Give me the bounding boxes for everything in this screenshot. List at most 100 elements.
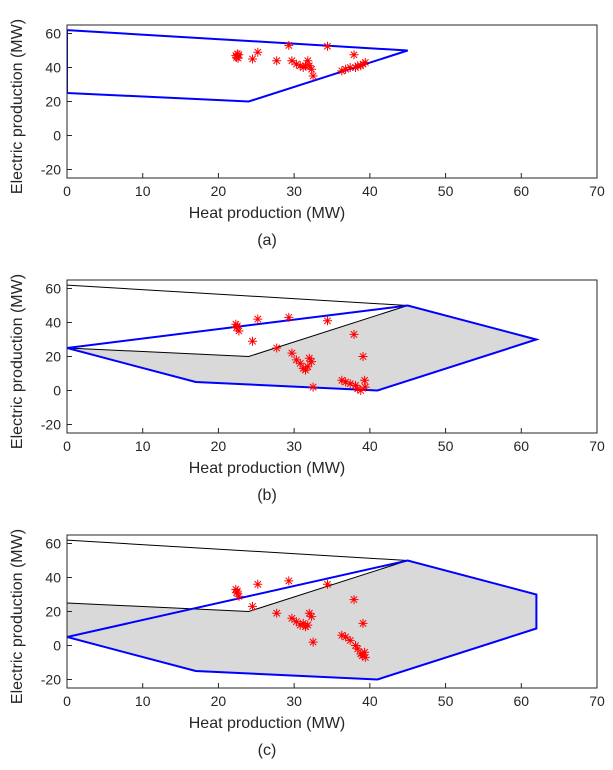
data-point-15 (307, 357, 317, 367)
y-tick-label-2: 20 (45, 94, 61, 110)
data-point-28 (357, 651, 367, 661)
data-point-3 (233, 53, 243, 63)
data-point-20 (341, 64, 351, 74)
original-region-edge-0 (67, 539, 408, 637)
feasible-region-fill (67, 560, 537, 680)
data-point-19 (337, 66, 347, 76)
x-axis-label: Heat production (MW) (189, 715, 346, 732)
y-tick-label-4: 60 (45, 26, 61, 42)
x-tick-label-5: 50 (438, 183, 454, 199)
original-region-edge-0 (67, 284, 408, 348)
plot-content (67, 284, 540, 395)
data-point-27 (360, 382, 370, 392)
data-point-5 (248, 54, 257, 64)
panel-label: (a) (257, 232, 277, 249)
x-tick-label-6: 60 (513, 693, 529, 709)
data-point-27 (360, 57, 370, 67)
data-point-27 (360, 652, 370, 662)
data-point-10 (295, 620, 305, 630)
data-point-2 (232, 321, 242, 331)
data-point-21 (349, 595, 359, 605)
data-point-4 (234, 50, 244, 60)
data-point-16 (307, 64, 317, 74)
x-tick-label-1: 10 (135, 693, 151, 709)
x-tick-label-0: 0 (63, 183, 71, 199)
y-tick-label-2: 20 (45, 604, 61, 620)
y-tick-label-1: 0 (53, 383, 61, 399)
data-point-14 (303, 56, 313, 66)
x-tick-label-4: 40 (362, 183, 378, 199)
original-region-edge-1 (67, 305, 408, 358)
x-tick-label-3: 30 (286, 183, 302, 199)
data-point-21 (345, 63, 355, 72)
y-tick-label-0: -20 (41, 162, 61, 178)
data-point-5 (253, 314, 263, 324)
data-point-14 (304, 353, 314, 363)
plot-content (67, 539, 538, 681)
x-tick-label-4: 40 (362, 693, 378, 709)
operating-region-boundary (67, 29, 409, 103)
data-point-4 (248, 336, 257, 346)
data-point-17 (308, 71, 318, 81)
x-tick-label-1: 10 (135, 183, 151, 199)
x-tick-label-1: 10 (135, 438, 151, 454)
data-point-22 (351, 380, 360, 390)
data-point-15 (307, 612, 317, 622)
data-point-1 (232, 588, 242, 598)
x-tick-label-0: 0 (63, 693, 71, 709)
x-tick-label-2: 20 (211, 438, 227, 454)
y-axis-label: Electric production (MW) (9, 19, 26, 194)
data-point-9 (287, 56, 297, 66)
data-point-3 (234, 591, 244, 601)
data-point-8 (284, 40, 294, 50)
feasible-region-fill (67, 305, 537, 391)
data-point-25 (358, 352, 368, 361)
data-point-17 (323, 579, 332, 589)
y-tick-label-0: -20 (41, 672, 61, 688)
data-point-25 (358, 618, 368, 628)
data-point-22 (349, 50, 359, 60)
operating-region-boundary (67, 304, 540, 392)
data-point-11 (295, 61, 305, 71)
x-tick-label-2: 20 (211, 693, 227, 709)
y-tick-label-2: 20 (45, 349, 61, 365)
data-point-20 (345, 635, 355, 645)
data-point-12 (301, 365, 310, 375)
y-tick-label-0: -20 (41, 417, 61, 433)
data-point-18 (337, 375, 347, 385)
data-point-10 (295, 358, 305, 368)
x-tick-label-7: 70 (589, 693, 605, 709)
x-tick-label-6: 60 (513, 438, 529, 454)
original-region-edge-1 (67, 560, 408, 613)
data-point-20 (345, 379, 355, 389)
panel-label: (c) (258, 742, 277, 759)
data-point-18 (323, 41, 332, 51)
data-point-16 (308, 637, 318, 647)
x-axis-label: Heat production (MW) (189, 460, 346, 477)
y-axis-label: Electric production (MW) (9, 529, 26, 704)
data-point-4 (248, 601, 257, 611)
operating-region-boundary (67, 559, 538, 681)
x-tick-label-7: 70 (589, 183, 605, 199)
data-point-1 (232, 323, 242, 333)
data-point-6 (253, 47, 263, 57)
x-tick-label-3: 30 (286, 693, 302, 709)
x-tick-label-6: 60 (513, 183, 529, 199)
data-point-16 (308, 382, 318, 392)
data-point-7 (284, 576, 294, 586)
y-axis-label: Electric production (MW) (9, 274, 26, 449)
x-tick-label-4: 40 (362, 438, 378, 454)
data-point-6 (272, 343, 282, 353)
data-point-7 (272, 56, 282, 66)
data-point-2 (232, 586, 242, 596)
x-tick-label-3: 30 (286, 438, 302, 454)
data-point-3 (234, 326, 244, 336)
data-point-8 (287, 613, 297, 623)
y-tick-label-4: 60 (45, 281, 61, 297)
data-point-6 (272, 608, 282, 618)
data-point-14 (304, 608, 314, 618)
